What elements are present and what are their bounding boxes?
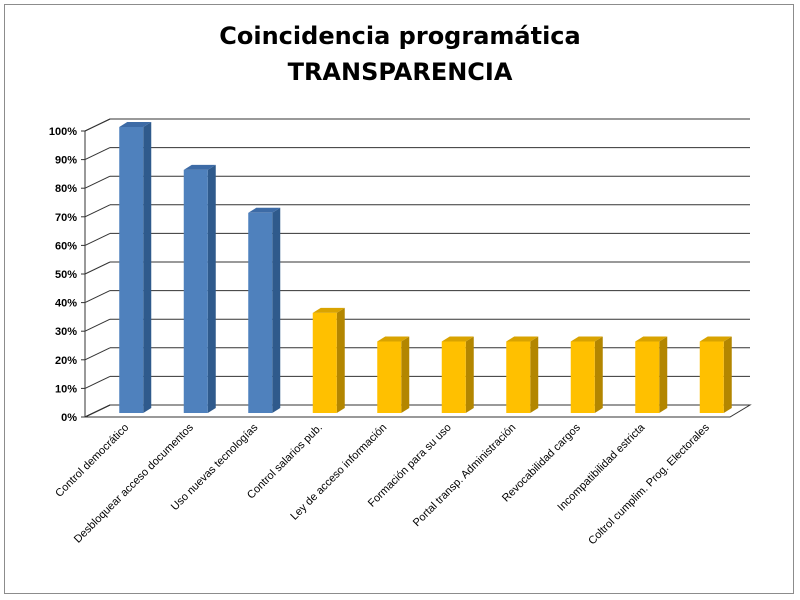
bar-top xyxy=(570,336,603,342)
chart-floor xyxy=(84,404,752,418)
gridline-side xyxy=(84,290,111,304)
y-tick-label: 40% xyxy=(55,298,77,310)
x-category-label: Coltrol cumplim. Prog. Electorales xyxy=(586,421,712,547)
bar-top xyxy=(699,336,732,342)
bar xyxy=(699,341,724,413)
chart-subtitle: TRANSPARENCIA xyxy=(287,58,513,86)
gridline-side xyxy=(84,175,111,189)
bar xyxy=(312,312,337,413)
y-tick-label: 100% xyxy=(49,126,77,138)
bar xyxy=(441,341,466,413)
bar xyxy=(377,341,402,413)
x-category-label: Desbloquear acceso documentos xyxy=(72,421,196,545)
bar xyxy=(183,169,208,413)
y-tick-label: 0% xyxy=(61,412,77,424)
bar xyxy=(119,127,144,413)
gridline-side xyxy=(84,261,111,275)
bar-top xyxy=(312,307,345,313)
y-tick-label: 10% xyxy=(55,383,77,395)
bar xyxy=(635,341,660,413)
bar-side xyxy=(336,307,345,413)
bar-side xyxy=(530,336,539,413)
bar-side xyxy=(723,336,732,413)
gridline-side xyxy=(84,118,111,132)
gridline-side xyxy=(84,204,111,218)
chart-title-line: Coincidencia programática xyxy=(219,22,581,50)
y-tick-label: 70% xyxy=(55,212,77,224)
bar xyxy=(248,212,273,413)
bar-top xyxy=(377,336,410,342)
bar-side xyxy=(465,336,474,413)
y-tick-label: 80% xyxy=(55,183,77,195)
bar-top xyxy=(183,164,216,170)
bar-side xyxy=(143,122,152,413)
gridline-side xyxy=(84,232,111,246)
bar-side xyxy=(659,336,668,413)
y-tick-label: 20% xyxy=(55,355,77,367)
gridline-side xyxy=(84,318,111,332)
bar-top xyxy=(506,336,539,342)
bar-side xyxy=(594,336,603,413)
y-tick-label: 90% xyxy=(55,155,77,167)
gridline-side xyxy=(84,347,111,361)
y-tick-label: 50% xyxy=(55,269,77,281)
bar-top xyxy=(441,336,474,342)
x-category-label: Portal transp. Administración xyxy=(411,422,518,529)
bar-top xyxy=(248,207,281,213)
gridline-side xyxy=(84,375,111,389)
gridline-side xyxy=(84,147,111,161)
bar xyxy=(506,341,531,413)
bar xyxy=(570,341,595,413)
chart-title: Coincidencia programática TRANSPARENCIA xyxy=(0,18,800,90)
bar-side xyxy=(272,207,281,413)
bar-side xyxy=(401,336,410,413)
y-tick-label: 60% xyxy=(55,240,77,252)
y-tick-label: 30% xyxy=(55,326,77,338)
bar-side xyxy=(207,164,216,413)
bar-top xyxy=(635,336,668,342)
bar-top xyxy=(119,122,152,127)
